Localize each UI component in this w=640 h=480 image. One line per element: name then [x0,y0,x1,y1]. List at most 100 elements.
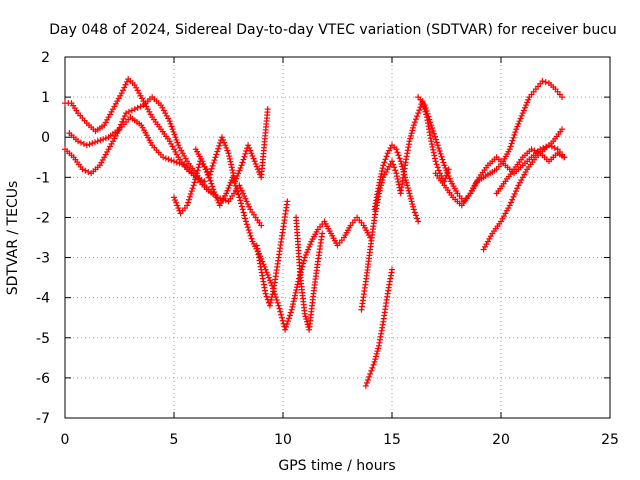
plus-marker [237,197,244,204]
plus-marker [439,156,446,163]
plus-marker [224,147,231,154]
y-tick-label: -1 [36,170,50,186]
plus-marker [202,166,209,173]
plus-marker [79,166,86,173]
plus-marker [168,123,175,130]
plus-marker [409,201,416,208]
plus-marker [414,113,421,120]
plus-marker [528,146,535,153]
plus-marker [409,127,416,134]
plus-marker [434,142,441,149]
plus-marker [234,188,241,195]
plus-marker [518,112,525,119]
axis-ticks [64,56,611,419]
plus-marker [432,158,439,165]
plus-marker [121,84,128,91]
plus-marker [265,274,272,281]
plus-marker [438,153,445,160]
plus-marker [187,190,194,197]
plus-marker [85,168,92,175]
plus-marker [195,164,202,171]
plus-marker [509,137,516,144]
plus-marker [242,215,249,222]
plus-marker [264,106,271,113]
plus-marker [123,110,130,117]
plus-marker [383,153,390,160]
plus-marker [293,284,300,291]
plus-marker [175,205,182,212]
plus-marker [534,148,541,155]
plus-marker [507,143,514,150]
plus-marker [160,154,167,161]
plus-marker [400,168,407,175]
x-tick-label: 0 [61,432,70,448]
y-tick-label: -3 [36,251,50,267]
plus-marker [284,321,291,328]
plus-marker [210,186,217,193]
plus-marker [239,206,246,213]
plus-marker [431,155,438,162]
plus-marker [226,182,233,189]
axis-tick-labels: 0 5 10 15 20 25 -7 -6 -5 -4 -3 -2 -1 0 1 2 [36,50,619,448]
plus-marker [173,159,180,166]
plus-marker [252,160,259,167]
plus-marker [275,302,282,309]
plus-marker [248,235,255,242]
plus-marker [306,243,313,250]
plus-marker [390,161,397,168]
plus-marker [393,173,400,180]
plus-marker [226,153,233,160]
plus-marker [519,110,526,117]
plus-marker [273,296,280,303]
y-tick-label: 0 [41,130,50,146]
plus-marker [120,115,127,122]
grid-lines [65,57,610,418]
plus-marker [407,135,414,142]
plot-frame [64,56,611,419]
plus-marker [246,144,253,151]
plus-marker [432,136,439,143]
plus-marker [278,311,285,318]
plus-marker [429,143,436,150]
plus-marker [262,290,269,297]
plus-marker [507,199,514,206]
plus-marker [137,103,144,110]
plus-marker [510,134,517,141]
plus-marker [431,130,438,137]
plus-marker [131,106,138,113]
plus-marker [237,185,244,192]
plus-marker [365,376,372,383]
plus-marker [433,139,440,146]
plus-marker [407,193,414,200]
plus-marker [94,138,101,145]
plus-marker [100,136,107,143]
plus-marker [431,152,438,159]
plus-marker [118,90,125,97]
plus-marker [97,137,104,144]
plus-marker [246,229,253,236]
plus-marker [172,134,179,141]
plus-marker [216,142,223,149]
plus-marker [393,146,400,153]
plus-marker [523,102,530,109]
x-tick-label: 15 [383,432,401,448]
plus-marker [215,145,222,152]
plus-marker [395,152,402,159]
plus-marker [430,127,437,134]
plus-marker [293,287,300,294]
plus-marker [134,104,141,111]
plus-marker [251,158,258,165]
plus-marker [279,317,286,324]
plus-marker [401,171,408,178]
plus-marker [244,224,251,231]
plus-marker [512,129,519,136]
plus-marker [406,138,413,145]
plus-marker [376,179,383,186]
plus-marker [185,199,192,206]
plus-marker [206,171,213,178]
plus-marker [169,126,176,133]
plus-marker [240,156,247,163]
plus-marker [270,285,277,292]
plus-marker [234,172,241,179]
plus-marker [428,141,435,148]
